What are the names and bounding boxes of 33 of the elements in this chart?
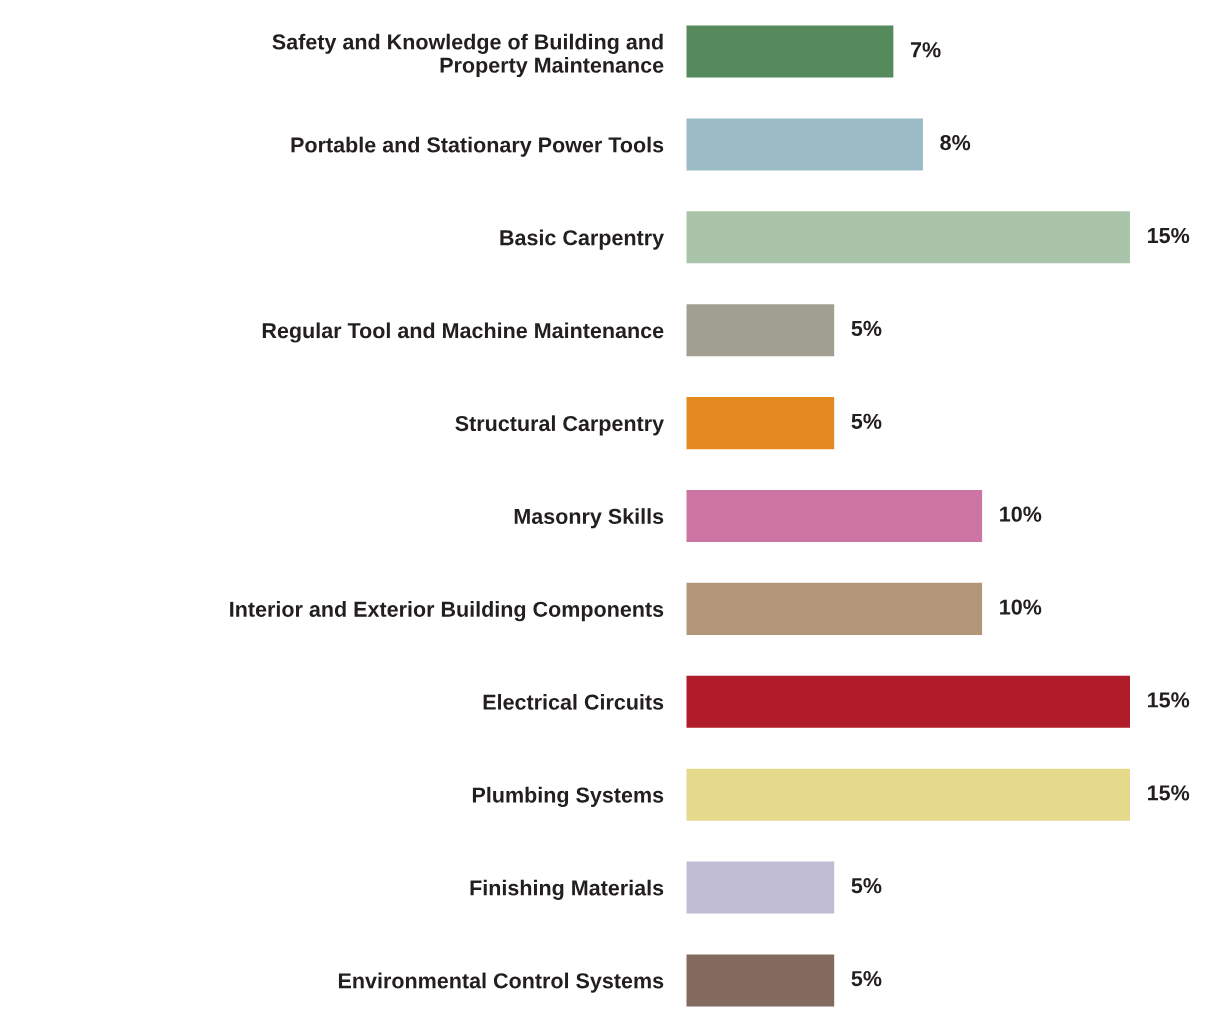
bar	[686, 397, 835, 450]
bar	[686, 861, 835, 914]
data-label: 7%	[910, 42, 941, 58]
bar	[686, 489, 983, 543]
y-tick-label: Safety and Knowledge of Building and Property Maintenance	[272, 33, 664, 78]
y-tick-label: Environmental Control Systems	[338, 972, 664, 993]
data-label: 5%	[851, 320, 882, 337]
bar	[686, 954, 835, 1007]
y-tick-label: Masonry Skills	[514, 508, 664, 529]
data-label: 8%	[940, 135, 971, 151]
data-label: 5%	[851, 878, 882, 894]
bar	[686, 582, 983, 635]
data-label: 10%	[1000, 599, 1042, 615]
data-label: 5%	[851, 413, 882, 429]
y-tick-label: Structural Carpentry	[455, 415, 664, 436]
y-tick-label: Electrical Circuits	[483, 693, 664, 710]
bar	[686, 768, 1131, 821]
y-tick-label: Portable and Stationary Power Tools	[291, 136, 664, 157]
y-tick-label: Basic Carpentry	[500, 229, 664, 250]
y-tick-label: Regular Tool and Machine Maintenance	[262, 322, 664, 343]
bar	[686, 118, 923, 171]
y-tick-label: Interior and Exterior Building Components	[230, 601, 664, 622]
bar	[686, 304, 835, 357]
data-label: 15%	[1148, 692, 1190, 708]
data-label: 15%	[1148, 227, 1190, 244]
bar	[686, 211, 1131, 264]
bar	[686, 675, 1131, 728]
y-tick-label: Finishing Materials	[470, 879, 664, 900]
data-label: 5%	[851, 970, 882, 987]
data-label: 10%	[1000, 506, 1042, 522]
bar	[686, 25, 894, 78]
y-tick-label: Plumbing Systems	[472, 786, 664, 807]
data-label: 15%	[1148, 785, 1190, 801]
